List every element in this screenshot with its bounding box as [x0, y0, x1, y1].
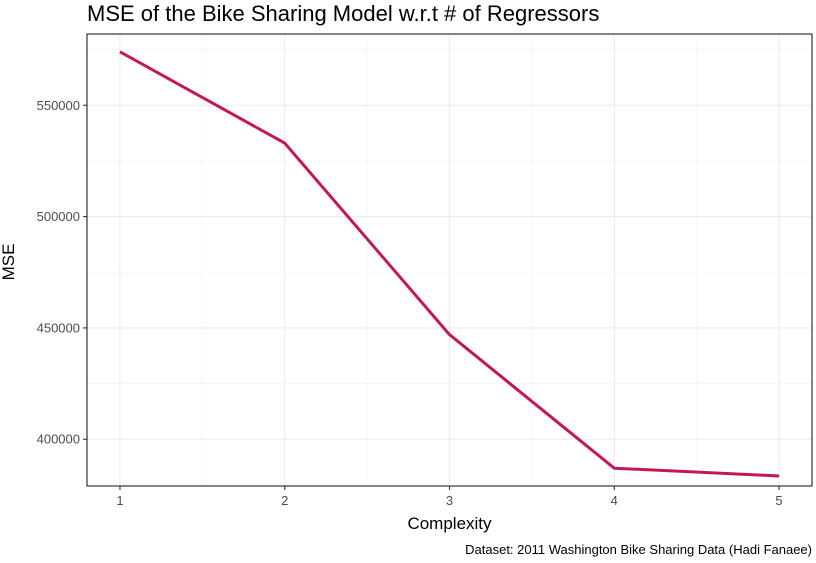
chart-title: MSE of the Bike Sharing Model w.r.t # of…: [87, 1, 599, 26]
y-axis-title: MSE: [0, 244, 18, 281]
x-tick-label: 2: [281, 493, 288, 508]
grid: [87, 34, 812, 486]
x-tick-label: 3: [446, 493, 453, 508]
x-tick-label: 4: [611, 493, 618, 508]
x-tick-label: 5: [775, 493, 782, 508]
mse-series-line: [119, 50, 780, 478]
x-axis-title: Complexity: [407, 514, 492, 533]
series-layer: [119, 50, 780, 478]
x-tick-label: 1: [116, 493, 123, 508]
y-tick-label: 500000: [37, 209, 80, 224]
y-tick-label: 550000: [37, 98, 80, 113]
chart-caption: Dataset: 2011 Washington Bike Sharing Da…: [465, 542, 812, 557]
axis-ticks: 1 2 3 4 5 400000 450000 500000 550000: [37, 98, 783, 508]
y-tick-label: 400000: [37, 432, 80, 447]
y-tick-label: 450000: [37, 320, 80, 335]
